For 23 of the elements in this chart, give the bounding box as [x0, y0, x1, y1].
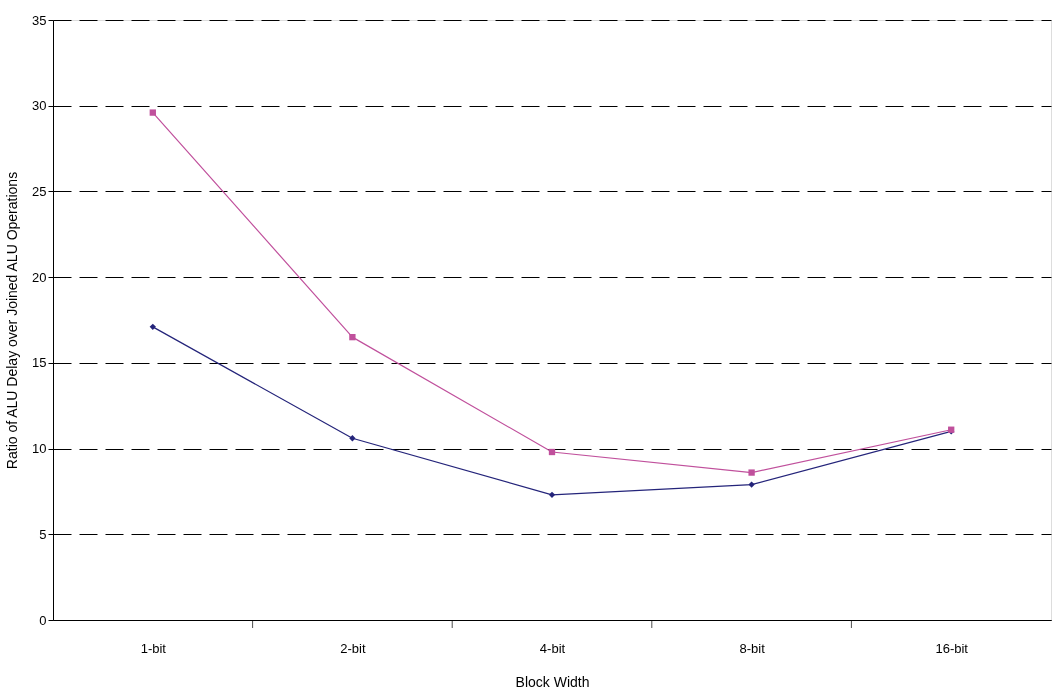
point [349, 435, 356, 442]
y-tick-label: 0 [39, 612, 47, 628]
point [149, 323, 156, 331]
y-tick-label: 5 [39, 526, 47, 542]
y-tick-label: 30 [32, 98, 47, 114]
point [149, 109, 156, 116]
point [548, 491, 556, 499]
point [349, 333, 356, 341]
y-tick-label: 15 [32, 355, 47, 371]
y-tick-label: 20 [32, 269, 47, 285]
y-tick-label: 10 [32, 441, 47, 457]
point [748, 481, 755, 488]
x-tick-label: 4-bit [539, 640, 566, 656]
point [748, 469, 755, 476]
x-axis-title: Block Width [515, 673, 590, 690]
y-axis-title: Ratio of ALU Delay over Joined ALU Operations [4, 171, 21, 470]
x-tick-label: 2-bit [340, 640, 366, 656]
x-tick-label: 8-bit [739, 640, 766, 656]
point [548, 448, 556, 456]
x-tick-label: 16-bit [935, 640, 969, 656]
y-tick-label: 35 [32, 12, 47, 28]
x-tick-label: 1-bit [140, 640, 167, 656]
y-tick-label: 25 [32, 183, 47, 199]
